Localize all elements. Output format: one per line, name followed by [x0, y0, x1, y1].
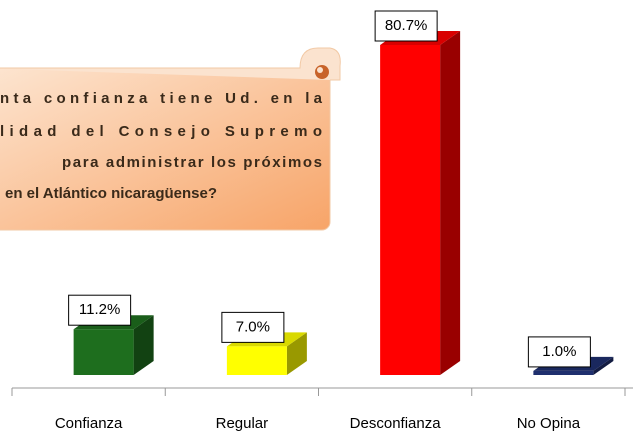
annotation-line: para administrar los próximos: [62, 154, 322, 171]
value-label-box: [221, 311, 285, 343]
x-tick-label: No Opina: [517, 415, 581, 432]
bar: [226, 346, 287, 375]
value-label: 7.0%: [236, 318, 270, 335]
bar-side: [286, 332, 307, 375]
bar: [73, 329, 134, 375]
value-label: 1.0%: [542, 343, 576, 360]
value-label-box: [527, 336, 591, 368]
value-label: 80.7%: [385, 17, 428, 34]
annotation-line: en el Atlántico nicaragüense?: [5, 185, 217, 202]
value-label-box: [374, 10, 438, 42]
x-tick-label: Confianza: [55, 415, 123, 432]
x-tick-label: Desconfianza: [350, 415, 442, 432]
value-label-box: [68, 294, 132, 326]
x-tick-label: Regular: [216, 415, 269, 432]
bar: [380, 45, 441, 375]
bar-side: [440, 31, 461, 375]
value-label: 11.2%: [79, 301, 120, 318]
annotation-line: nta confianza tiene Ud. en la: [0, 90, 323, 107]
bar-side: [593, 356, 614, 375]
bar-side: [133, 315, 154, 375]
bar: [533, 370, 594, 375]
annotation-box: [0, 47, 341, 231]
